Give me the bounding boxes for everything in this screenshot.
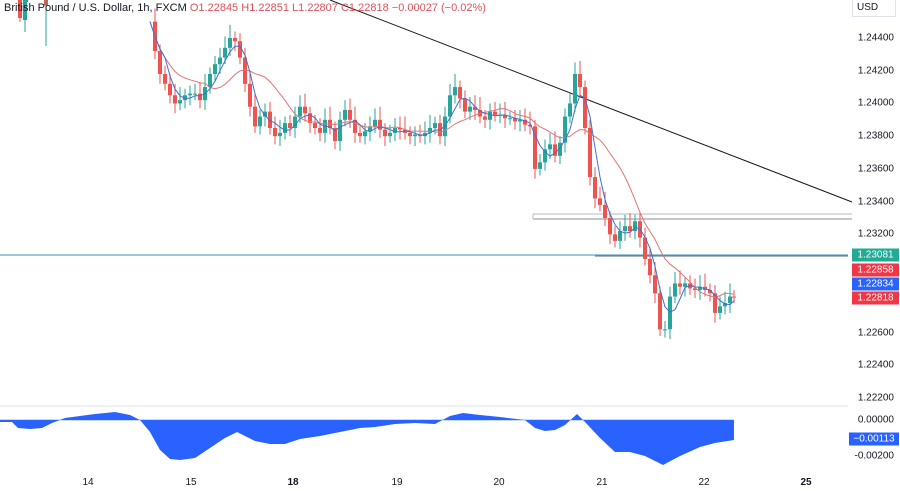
time-tick: 19 xyxy=(391,477,403,488)
price-tick: 1.22600 xyxy=(857,327,894,339)
price-tick: 1.24400 xyxy=(857,32,894,44)
symbol-legend: British Pound / U.S. Dollar, 1h, FXCM O1… xyxy=(4,2,486,14)
horizontal-levels xyxy=(0,213,852,257)
price-tick: 1.23200 xyxy=(857,228,894,240)
candles xyxy=(18,0,736,340)
price-tick: 1.23400 xyxy=(857,196,894,208)
time-tick: 15 xyxy=(185,477,197,488)
symbol-title: British Pound / U.S. Dollar, 1h, FXCM xyxy=(4,2,187,14)
price-label: 1.22834 xyxy=(852,277,899,291)
time-tick: 14 xyxy=(82,477,94,488)
price-label: 1.22858 xyxy=(852,263,899,277)
time-tick: 21 xyxy=(596,477,608,488)
indicator-current-label: −0.00113 xyxy=(849,432,899,446)
price-tick: 1.23800 xyxy=(857,130,894,142)
price-tick: 1.24000 xyxy=(857,97,894,109)
ohlc-open: O1.22845 xyxy=(189,2,239,14)
price-tick: 1.22200 xyxy=(857,392,894,404)
ohlc-high: H1.22851 xyxy=(241,2,289,14)
price-tick: 1.24200 xyxy=(857,65,894,77)
price-label: 1.22818 xyxy=(852,291,899,305)
indicator-tick: 0.00000 xyxy=(857,414,894,426)
time-tick: 18 xyxy=(287,477,299,488)
time-tick: 25 xyxy=(800,477,812,488)
time-tick: 20 xyxy=(493,477,505,488)
indicator-tick: -0.00200 xyxy=(854,450,894,462)
ohlc-close: C1.22818 xyxy=(340,2,389,14)
fast-moving-average xyxy=(149,21,735,313)
time-tick: 22 xyxy=(698,477,710,488)
oscillator-histogram xyxy=(0,412,734,465)
price-tick: 1.22400 xyxy=(857,359,894,371)
currency-selector[interactable]: USD xyxy=(852,0,896,17)
price-label: 1.23081 xyxy=(852,248,899,262)
ohlc-low: L1.22807 xyxy=(292,2,338,14)
slow-moving-average xyxy=(149,21,735,299)
ohlc-change: −0.00027 (−0.02%) xyxy=(391,2,486,14)
trendline xyxy=(329,0,853,203)
price-tick: 1.23600 xyxy=(857,163,894,175)
